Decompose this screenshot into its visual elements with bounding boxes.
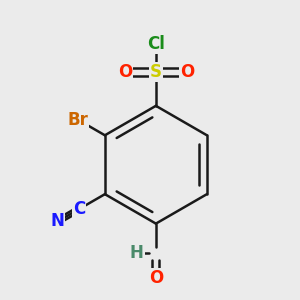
Text: C: C [73,200,86,218]
Text: O: O [118,63,132,81]
Text: O: O [180,63,194,81]
Text: H: H [130,244,144,262]
Text: Cl: Cl [147,35,165,53]
Text: O: O [149,269,163,287]
Text: S: S [150,63,162,81]
Text: N: N [51,212,65,230]
Text: Br: Br [68,111,88,129]
